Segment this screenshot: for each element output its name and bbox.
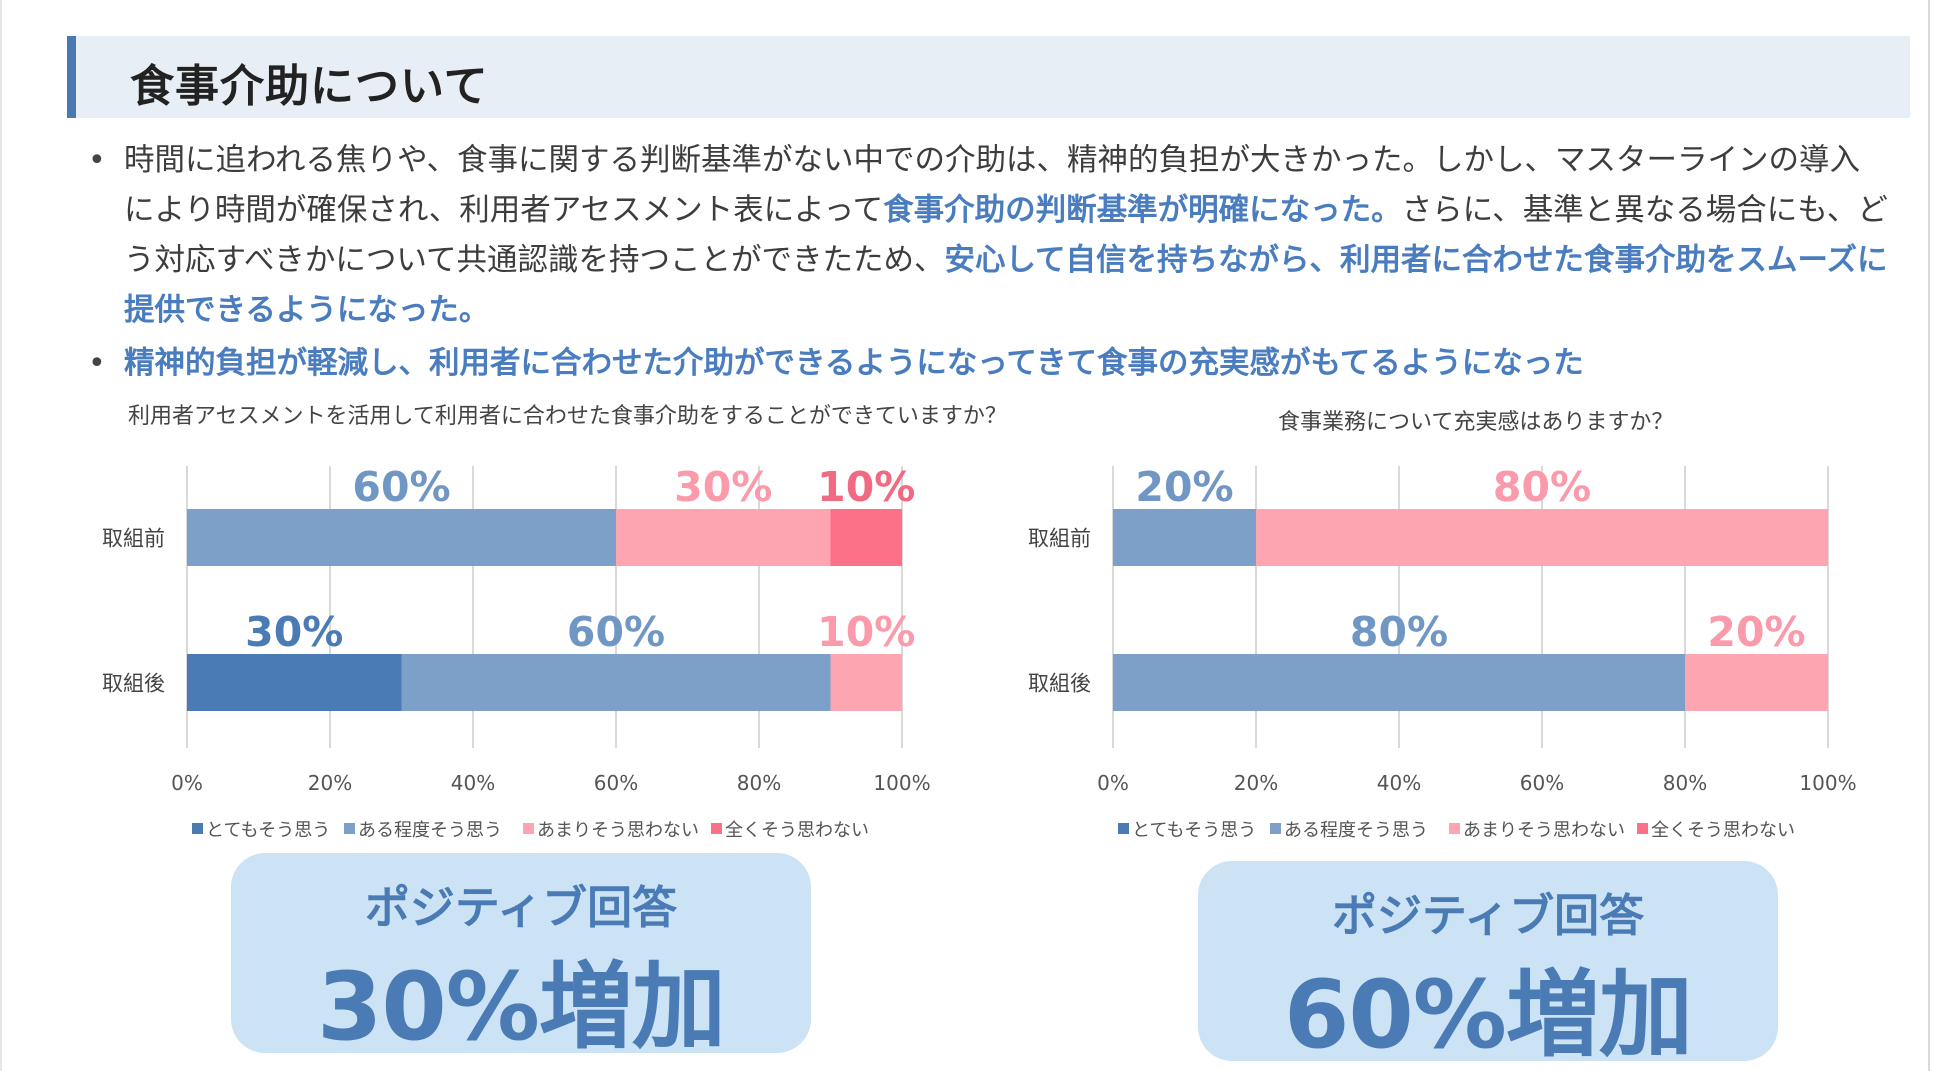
- chart1-data-label: 10%: [817, 608, 915, 656]
- chart1-legend-swatch: [344, 823, 355, 834]
- chart2-legend-swatch: [1449, 823, 1460, 834]
- callout1-line2: 30%増加: [317, 953, 726, 1062]
- callout-box-1: ポジティブ回答 30%増加: [231, 853, 811, 1062]
- callout1-line1: ポジティブ回答: [364, 881, 678, 934]
- chart2-tick-label: 20%: [1234, 771, 1278, 795]
- chart2-bar: [1256, 509, 1828, 566]
- chart1-legend-swatch: [711, 823, 722, 834]
- chart2-legend-swatch: [1270, 823, 1281, 834]
- chart2-legend-label: 全くそう思わない: [1651, 820, 1795, 841]
- chart1-tick-label: 40%: [451, 771, 495, 795]
- chart2-legend-label: ある程度そう思う: [1284, 820, 1428, 841]
- chart2-tick-label: 100%: [1799, 771, 1856, 795]
- chart1-data-label: 30%: [245, 608, 343, 656]
- chart2-category-label: 取組前: [1028, 527, 1091, 551]
- chart1-category-label: 取組前: [102, 527, 165, 551]
- bullet1-text-2: さらに、基準と異なる場合にも、どう対応すべきかについて共通認識を持つことができた…: [124, 193, 1888, 278]
- chart2-tick-label: 0%: [1097, 771, 1129, 795]
- chart1-legend-swatch: [523, 823, 534, 834]
- chart2-tick-label: 40%: [1377, 771, 1421, 795]
- chart1-data-label: 30%: [674, 463, 772, 511]
- chart1-bar: [830, 654, 902, 711]
- chart2-legend-label: あまりそう思わない: [1463, 820, 1625, 841]
- bullet1-highlight-1: 食事介助の判断基準が明確になった。: [883, 193, 1402, 228]
- chart1-bar: [401, 654, 831, 711]
- chart1-bar: [616, 509, 831, 566]
- chart2-legend-label: とてもそう思う: [1132, 820, 1256, 841]
- chart1-legend-label: ある程度そう思う: [358, 820, 502, 841]
- chart1-bar: [187, 509, 616, 566]
- chart2-bar: [1113, 509, 1256, 566]
- chart1-tick-label: 60%: [594, 771, 638, 795]
- section-title-bar: 食事介助について: [67, 36, 1910, 118]
- chart2-data-label: 20%: [1707, 608, 1805, 656]
- bullet2-text: 精神的負担が軽減し、利用者に合わせた介助ができるようになってきて食事の充実感がも…: [124, 346, 1584, 381]
- chart2-bar: [1113, 654, 1685, 711]
- page-title: 食事介助について: [130, 61, 489, 112]
- chart1-tick-label: 80%: [737, 771, 781, 795]
- chart1-title: 利用者アセスメントを活用して利用者に合わせた食事介助をすることができていますか？: [128, 404, 1007, 429]
- bullet-list: • 時間に追われる焦りや、食事に関する判断基準がない中での介助は、精神的負担が大き…: [88, 136, 1888, 389]
- bullet-dot: •: [88, 346, 106, 381]
- chart1-legend-label: とてもそう思う: [206, 820, 330, 841]
- chart1-bar: [187, 654, 402, 711]
- chart1-data-label: 10%: [817, 463, 915, 511]
- chart2-data-label: 80%: [1493, 463, 1591, 511]
- bullet1-highlight-2: 安心して自信を持ちながら、利用者に合わせた食事介助をスムーズに提供できるようにな…: [124, 243, 1888, 328]
- right-edge-line: [1928, 0, 1930, 1071]
- chart2-tick-label: 80%: [1663, 771, 1707, 795]
- chart1-legend-label: 全くそう思わない: [725, 820, 869, 841]
- chart1-data-label: 60%: [352, 463, 450, 511]
- bullet-dot: •: [88, 143, 106, 178]
- callout-box-2: ポジティブ回答 60%増加: [1198, 861, 1778, 1070]
- bullet-item-2: • 精神的負担が軽減し、利用者に合わせた介助ができるようになってきて食事の充実感が…: [88, 339, 1888, 389]
- chart2-bar: [1685, 654, 1828, 711]
- chart1-bar: [830, 509, 902, 566]
- chart1-tick-label: 0%: [171, 771, 203, 795]
- chart1-tick-label: 100%: [873, 771, 930, 795]
- chart1-tick-label: 20%: [308, 771, 352, 795]
- chart1-legend-label: あまりそう思わない: [537, 820, 699, 841]
- chart1-category-label: 取組後: [102, 672, 165, 696]
- callout2-line2: 60%増加: [1284, 961, 1693, 1070]
- chart2-category-label: 取組後: [1028, 672, 1091, 696]
- chart2-legend-swatch: [1637, 823, 1648, 834]
- chart2-tick-label: 60%: [1520, 771, 1564, 795]
- callout2-line1: ポジティブ回答: [1331, 889, 1645, 942]
- chart1-legend-swatch: [192, 823, 203, 834]
- chart2-data-label: 20%: [1135, 463, 1233, 511]
- left-edge-line: [0, 0, 2, 1071]
- chart2-legend-swatch: [1118, 823, 1129, 834]
- chart2-title: 食事業務について充実感はありますか？: [1278, 410, 1674, 435]
- bullet1-text-1: 時間に追われる焦りや、食事に関する判断基準がない中での介助は、精神的負担が大きか…: [124, 143, 1861, 228]
- chart1-data-label: 60%: [567, 608, 665, 656]
- bullet-item-1: • 時間に追われる焦りや、食事に関する判断基準がない中での介助は、精神的負担が大き…: [88, 136, 1888, 336]
- chart2-data-label: 80%: [1350, 608, 1448, 656]
